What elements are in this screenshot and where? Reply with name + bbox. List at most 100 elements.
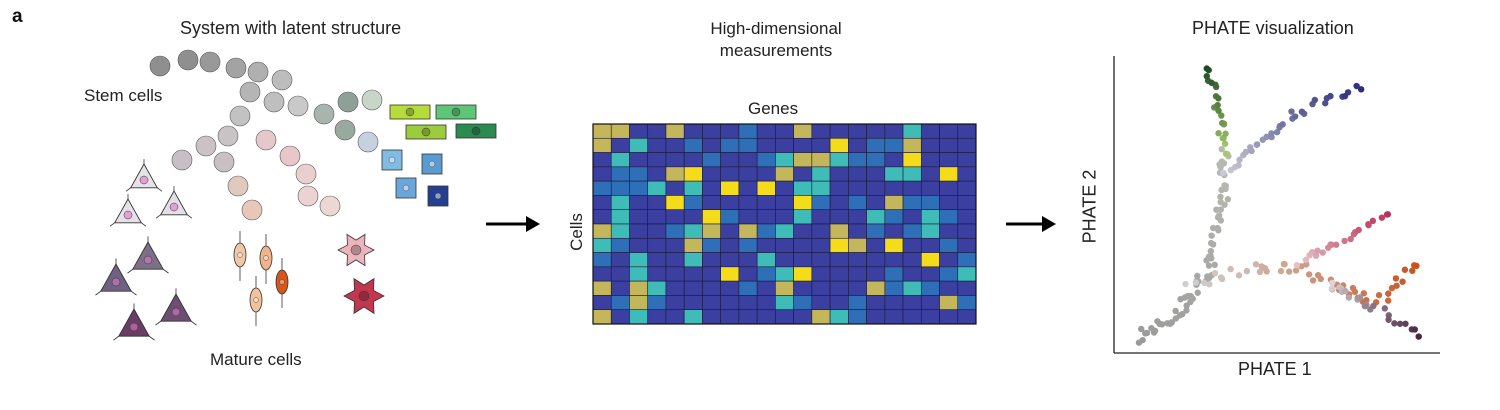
phate-point [1215,95,1222,102]
phate-point [1393,282,1400,289]
phate-point [1385,316,1392,323]
phate-point [1279,121,1286,128]
phate-point [1258,263,1265,270]
phate-point [1370,302,1377,310]
cell-circle [319,195,341,217]
elongated-cells [233,231,289,326]
stem-cells-label: Stem cells [84,86,163,105]
phate-point [1409,267,1416,274]
phate-point [1183,307,1190,314]
phate-point [1293,261,1301,269]
cell-circle [171,149,193,171]
phate-point [1211,261,1218,269]
phate-point [1341,92,1349,100]
phate-point [1248,147,1255,155]
cell-rect [405,124,447,140]
phate-x-label: PHATE 1 [1238,359,1312,379]
cell-circle [217,125,239,147]
phate-point [1218,145,1225,153]
phate-point [1298,108,1306,115]
phate-point [1365,221,1372,229]
phate-point [1392,275,1400,282]
phate-point [1217,206,1224,213]
phate-point [1207,247,1215,255]
phate-point [1378,214,1386,221]
phate-point [1224,196,1232,203]
right-arrow-icon [486,216,540,232]
cell-circle [263,91,285,113]
phate-point [1399,278,1406,285]
phate-point [1217,193,1224,201]
phate-point [1411,326,1419,333]
phate-point [1273,128,1281,136]
phate-point [1263,268,1270,275]
panel-label: a [12,6,23,27]
phate-point [1194,289,1201,296]
phate-point [1311,96,1319,104]
phate-point [1305,271,1313,278]
phate-point [1179,310,1186,318]
cell-circle [334,119,356,141]
cell-circle [241,199,263,221]
phate-point [1314,271,1322,279]
phate-point [1252,261,1260,268]
phate-point [1206,281,1213,288]
phate-point [1314,247,1321,254]
star-cells [337,233,385,315]
phate-point [1312,252,1320,259]
phate-point [1215,107,1222,114]
phate-point [1219,119,1226,127]
phate-point [1319,249,1326,256]
cell-circle [297,185,319,207]
phate-point [1143,329,1151,337]
phate-point [1391,320,1398,327]
phate-point [1285,268,1293,275]
phate-point [1327,92,1334,100]
cell-triangle [100,263,132,292]
phate-title: PHATE visualization [1192,18,1354,38]
phate-point [1345,294,1353,301]
phate-point [1222,130,1229,137]
phate-point [1268,130,1275,137]
phate-point [1309,277,1317,284]
phate-point [1208,79,1215,86]
phate-point [1329,279,1336,286]
phate-point [1156,320,1163,328]
phate-point [1217,198,1224,206]
phate-point [1235,272,1243,279]
phate-point [1235,162,1242,169]
phate-point [1205,253,1213,260]
phate-point [1194,272,1201,280]
phate-point [1201,279,1208,287]
phate-point [1322,100,1329,107]
cell-circle [213,151,235,173]
cell-circle [199,51,221,73]
phate-point [1361,302,1369,310]
cell-rect [389,104,431,120]
phate-point [1192,279,1200,286]
cell-star [343,277,385,315]
differentiation-trajectory [149,49,383,221]
measurements-title: High-dimensional measurements [710,19,842,60]
cell-circle [177,49,199,71]
cell-circle [337,91,359,113]
cell-elongated [249,287,263,313]
triangular-cells [95,159,197,341]
phate-point [1187,292,1194,300]
phate-point [1215,130,1222,137]
phate-point [1203,65,1210,72]
phate-point [1221,140,1229,147]
phate-point [1385,290,1392,297]
cell-circle [195,135,217,157]
cell-elongated [233,242,247,268]
cell-circle [361,89,383,111]
phate-point [1355,226,1362,234]
phate-point [1328,285,1336,292]
phate-point [1256,268,1264,276]
mature-cells-label: Mature cells [210,350,302,369]
phate-point [1222,150,1230,157]
phate-point [1227,265,1234,273]
phate-point [1139,336,1146,344]
cell-circle [255,129,277,151]
